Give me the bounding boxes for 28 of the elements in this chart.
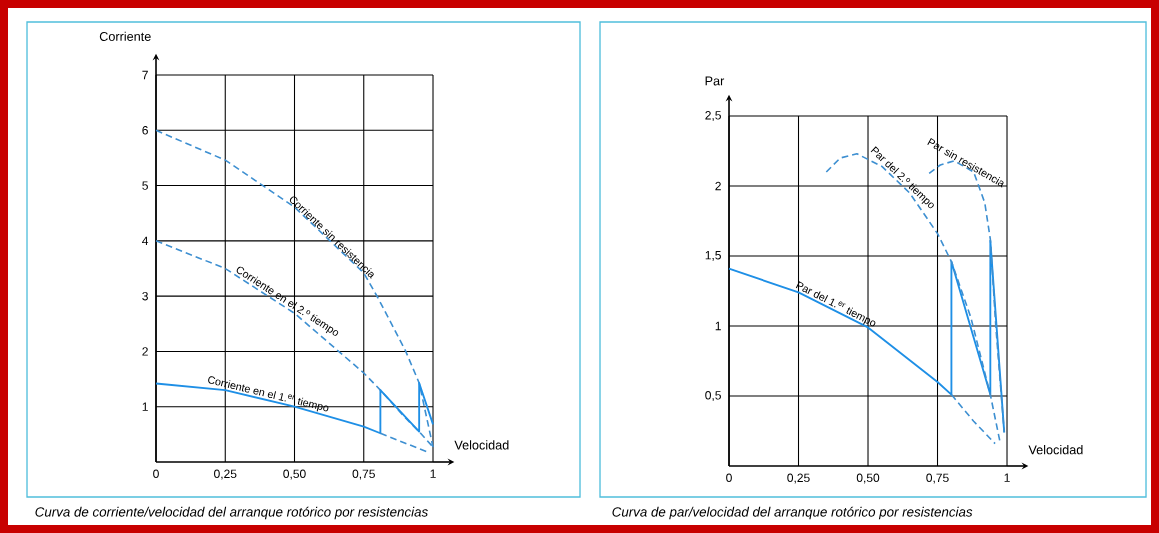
x-tick-label: 0,75 xyxy=(352,469,375,480)
x-tick-label: 0 xyxy=(726,473,732,483)
y-tick-label: 1 xyxy=(715,321,721,331)
text: Curva de par/velocidad del arranque rotórico por resistencias xyxy=(612,506,973,520)
x-tick-label: 0,25 xyxy=(214,469,237,480)
x-tick-label: 0,50 xyxy=(283,469,306,480)
y-tick-label: 6 xyxy=(142,126,148,135)
y-axis-title: Corriente xyxy=(99,31,151,41)
y-tick-label: 5 xyxy=(142,181,148,190)
x-tick-label: 1 xyxy=(1004,473,1010,482)
x-tick-label: 0,25 xyxy=(787,473,810,484)
y-tick-label: 1 xyxy=(142,402,148,411)
y-tick-label: 4 xyxy=(142,236,149,245)
y-axis-title: Par xyxy=(705,76,725,86)
x-axis-title: Velocidad xyxy=(1028,444,1083,455)
y-tick-label: 7 xyxy=(142,70,148,80)
x-tick-label: 0,50 xyxy=(856,473,880,484)
y-tick-label: 0,5 xyxy=(705,391,721,401)
x-tick-label: 0 xyxy=(153,469,159,479)
y-tick-label: 2 xyxy=(142,347,148,356)
x-tick-label: 1 xyxy=(430,469,436,478)
y-tick-label: 1,5 xyxy=(705,251,721,261)
y-tick-label: 2 xyxy=(715,181,721,191)
x-tick-label: 0,75 xyxy=(926,473,949,484)
y-tick-label: 3 xyxy=(142,291,148,301)
text: Curva de corriente/velocidad del arranque rotórico por resistencias xyxy=(35,506,428,520)
x-axis-title: Velocidad xyxy=(454,440,509,450)
y-tick-label: 2,5 xyxy=(705,111,721,121)
